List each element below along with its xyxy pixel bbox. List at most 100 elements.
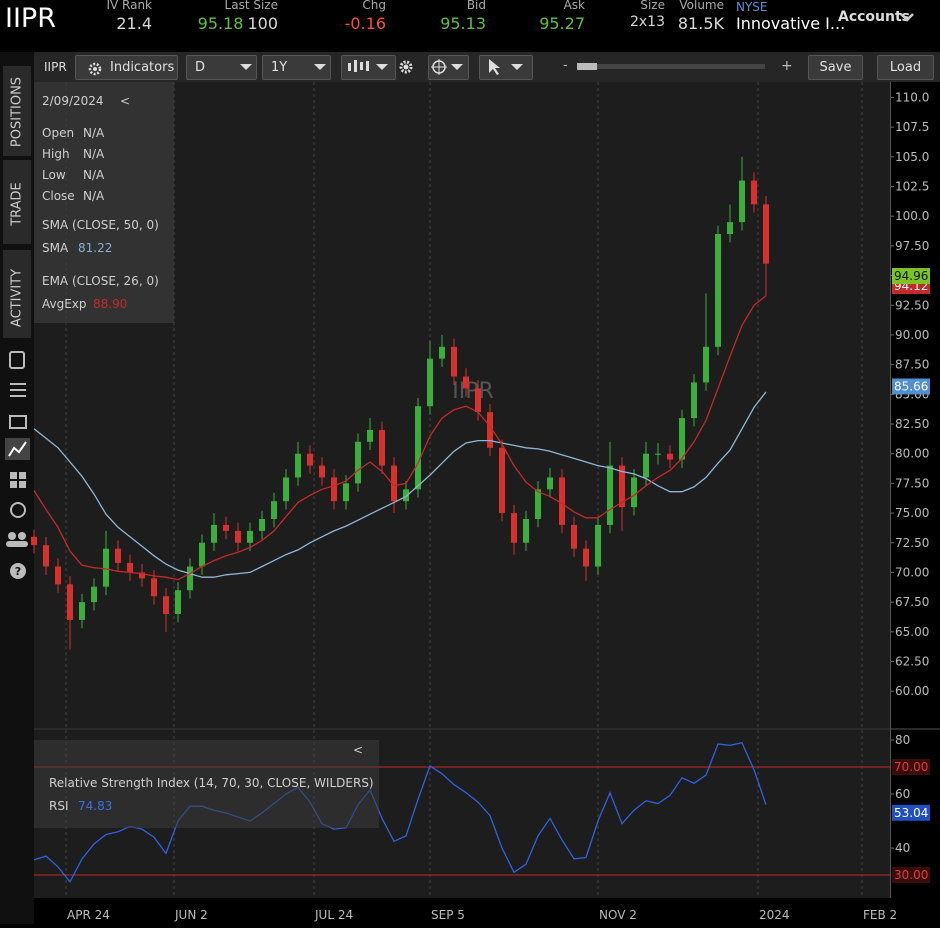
candle-body — [703, 346, 709, 383]
y-tick-label: 92.50 — [895, 298, 929, 312]
load-button[interactable]: Load — [877, 55, 934, 80]
rsi-panel: < Relative Strength Index (14, 70, 30, C… — [34, 740, 379, 828]
series-line — [33, 741, 767, 883]
field-label: Ask — [563, 0, 585, 12]
candle-body — [151, 578, 157, 597]
rsi-label: RSI — [49, 799, 69, 813]
zoom-out[interactable]: - — [563, 58, 568, 73]
field-value: 21.4 — [116, 14, 152, 33]
x-tick-label: NOV 2 — [599, 908, 637, 922]
info-panel: 2/09/2024 < Open N/A High N/A Low N/A Close N/A… — [34, 82, 174, 323]
rsi-collapse[interactable]: < — [353, 743, 364, 757]
sidebar-art: ? — [3, 66, 31, 579]
rsi-title: Relative Strength Index (14, 70, 30, CLO… — [49, 776, 374, 790]
candle-body — [631, 477, 637, 508]
field-value: 95.13 — [440, 14, 486, 33]
candle-body — [103, 548, 109, 587]
zoom-thumb[interactable] — [577, 63, 597, 70]
y-tick-label: 87.50 — [895, 358, 929, 372]
candle-body — [487, 412, 493, 448]
last-value-label: 94.96 — [894, 269, 928, 283]
toolbar-icons — [240, 59, 765, 75]
sma-value: 81.22 — [78, 241, 113, 255]
ema-label: AvgExp — [42, 297, 87, 311]
level-label: 30.00 — [894, 868, 928, 882]
x-tick-label: SEP 5 — [431, 908, 465, 922]
candle-body — [415, 406, 421, 490]
candle-body — [655, 453, 661, 455]
candle-body — [295, 453, 301, 478]
ohlc-value: N/A — [83, 189, 105, 203]
y-tick-label: 80 — [895, 733, 910, 747]
indicators-button[interactable]: Indicators — [75, 55, 178, 80]
y-tick-label: 60.00 — [895, 684, 929, 698]
candle-body — [763, 204, 769, 264]
ohlc-label: Open — [42, 126, 75, 140]
candle-body — [235, 530, 241, 543]
y-tick-label: 75.00 — [895, 506, 929, 520]
save-button[interactable]: Save — [808, 55, 863, 80]
zoom-in[interactable]: + — [781, 58, 793, 74]
candle-body — [727, 222, 733, 234]
period-dropdown[interactable]: 1Y — [262, 55, 331, 80]
level-label: 70.00 — [894, 760, 928, 774]
candle-body — [451, 346, 457, 377]
y-tick-label: 82.50 — [895, 417, 929, 431]
field-label: Volume — [679, 0, 724, 12]
field-value: 81.5K — [677, 14, 724, 33]
candle-body — [187, 566, 193, 591]
candle-body — [67, 584, 73, 620]
candle-body — [595, 524, 601, 567]
candle-body — [139, 572, 145, 579]
info-collapse[interactable]: < — [120, 94, 131, 108]
rsi-value: 74.83 — [78, 799, 113, 813]
y-tick-label: 60 — [895, 787, 910, 801]
candle-body — [127, 562, 133, 573]
candle-body — [535, 489, 541, 519]
candle-body — [607, 465, 613, 525]
period-label: 1Y — [271, 60, 288, 75]
y-tick-label: 70.00 — [895, 565, 929, 579]
field-value: 95.18 — [197, 14, 244, 33]
last-value-box — [892, 378, 930, 395]
field-value: -0.16 — [344, 14, 386, 33]
accounts-menu[interactable]: Accounts — [838, 9, 911, 25]
field-value-group: 95.18 100 — [198, 14, 278, 33]
candle-body — [463, 376, 469, 389]
y-tick-label: 65.00 — [895, 625, 929, 639]
candle-body — [739, 180, 745, 223]
candle-body — [283, 477, 289, 502]
company: Innovative I... — [736, 14, 846, 33]
candle-body — [439, 346, 445, 359]
last-value-label: 85.66 — [894, 379, 928, 393]
ohlc-label: Close — [42, 189, 75, 203]
y-tick-label: 80.00 — [895, 447, 929, 461]
accounts-chevron[interactable] — [898, 10, 916, 24]
ema-name: EMA (CLOSE, 26, 0) — [42, 274, 159, 288]
field-value: 95.27 — [539, 14, 585, 33]
candle-body — [331, 477, 337, 502]
candle-body — [211, 524, 217, 543]
ohlc-value: N/A — [83, 126, 105, 140]
candle-body — [583, 548, 589, 567]
ohlc-label: Low — [42, 168, 66, 182]
aggregation-dropdown[interactable]: D — [186, 55, 257, 80]
cursor-dropdown[interactable] — [479, 55, 533, 80]
y-tick-label: 105.0 — [895, 150, 929, 164]
field-value-group: 95.13 — [440, 14, 486, 33]
candle-body — [55, 566, 61, 585]
series-line — [33, 295, 767, 581]
candle-body — [79, 602, 85, 620]
zoom-track[interactable] — [577, 64, 765, 69]
toolbar-symbol[interactable]: IIPR — [44, 60, 67, 74]
candle-body — [175, 590, 181, 614]
ohlc-value: N/A — [83, 168, 105, 182]
candle-body — [751, 180, 757, 205]
last-value-box — [892, 268, 930, 285]
candle-body — [619, 465, 625, 508]
candle-body — [367, 429, 373, 442]
info-date: 2/09/2024 — [42, 94, 104, 108]
field-label: Chg — [362, 0, 386, 12]
